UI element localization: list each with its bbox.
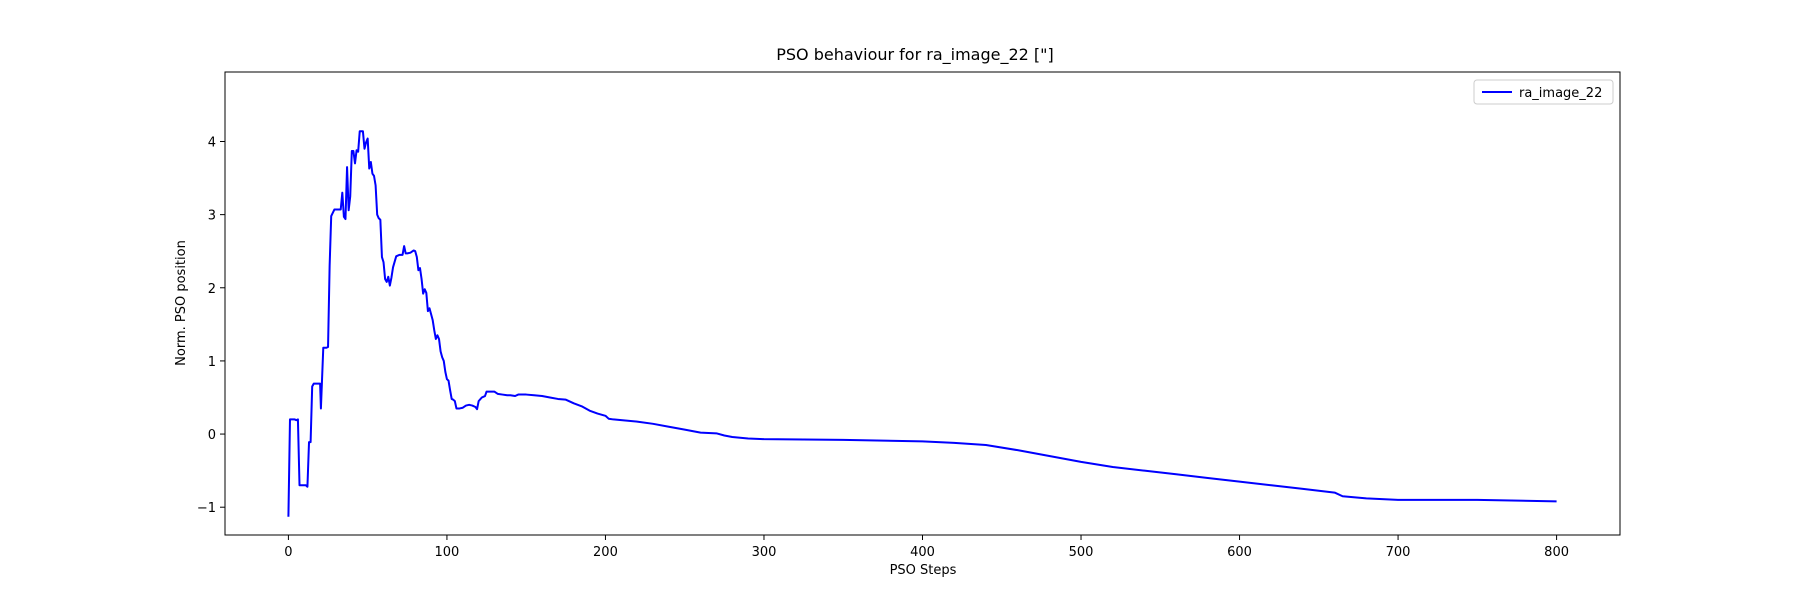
y-tick-label: 3 xyxy=(208,209,216,224)
y-tick-label: 1 xyxy=(208,355,216,370)
x-tick-label: 300 xyxy=(752,545,777,560)
x-tick-label: 400 xyxy=(910,545,935,560)
y-tick-label: −1 xyxy=(197,501,216,516)
x-axis-ticks: 0 100 200 300 400 500 600 700 800 xyxy=(284,535,1569,560)
x-tick-label: 200 xyxy=(593,545,618,560)
series-line-ra-image-22 xyxy=(287,130,1557,517)
chart-title: PSO behaviour for ra_image_22 ["] xyxy=(776,45,1054,65)
y-axis-ticks: −1 0 1 2 3 4 xyxy=(197,135,225,516)
x-tick-label: 600 xyxy=(1227,545,1252,560)
x-tick-label: 500 xyxy=(1069,545,1094,560)
legend-label-ra-image-22: ra_image_22 xyxy=(1519,86,1602,101)
plot-area xyxy=(287,130,1557,517)
x-tick-label: 800 xyxy=(1544,545,1569,560)
y-tick-label: 4 xyxy=(208,135,216,150)
y-tick-label: 2 xyxy=(208,282,216,297)
y-axis-label: Norm. PSO position xyxy=(174,240,189,366)
legend-box xyxy=(1473,79,1614,105)
legend: ra_image_22 xyxy=(1473,79,1614,105)
x-tick-label: 100 xyxy=(435,545,460,560)
y-tick-label: 0 xyxy=(208,428,216,443)
x-tick-label: 0 xyxy=(284,545,292,560)
x-axis-label: PSO Steps xyxy=(890,563,957,578)
x-tick-label: 700 xyxy=(1386,545,1411,560)
